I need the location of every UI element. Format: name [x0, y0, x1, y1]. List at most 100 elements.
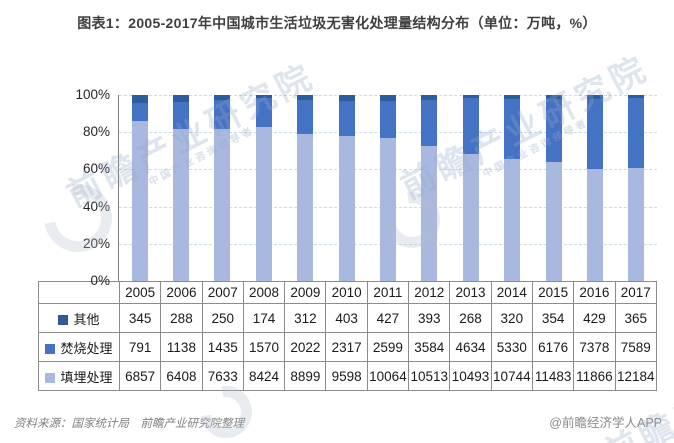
value-cell: 7633	[201, 361, 244, 391]
year-header-cell: 2016	[573, 281, 616, 304]
stacked-bar	[628, 95, 645, 281]
year-header-cell: 2013	[449, 281, 492, 304]
bar-column	[202, 95, 243, 281]
bar-column	[409, 95, 450, 281]
value-cell: 268	[449, 303, 492, 333]
value-cell: 365	[614, 303, 658, 333]
stacked-bar	[421, 95, 438, 281]
value-cell: 2317	[325, 332, 368, 362]
bar-segment-焚烧处理	[462, 98, 479, 155]
value-cell: 354	[531, 303, 575, 333]
value-cell: 1138	[160, 332, 203, 362]
bar-segment-填埋处理	[586, 168, 603, 281]
bar-segment-填埋处理	[131, 121, 148, 281]
bar-column	[450, 95, 491, 281]
bars	[119, 95, 657, 281]
bar-column	[533, 95, 574, 281]
y-tick-label: 80%	[82, 124, 110, 140]
bar-segment-其他	[421, 95, 438, 101]
bar-segment-焚烧处理	[545, 98, 562, 163]
credit-note: @前瞻经济学人APP	[549, 416, 662, 430]
bar-segment-填埋处理	[297, 133, 314, 281]
year-header-cell: 2014	[490, 281, 533, 304]
value-cell: 174	[242, 303, 286, 333]
bar-segment-填埋处理	[173, 128, 190, 281]
value-cell: 393	[408, 303, 451, 333]
value-cell: 4634	[449, 332, 492, 362]
year-header-cell: 2005	[118, 281, 162, 304]
bar-segment-焚烧处理	[421, 100, 438, 147]
bar-segment-其他	[504, 95, 521, 99]
bar-column	[492, 95, 533, 281]
value-cell: 312	[284, 303, 327, 333]
series-legend-cell: 其他	[38, 303, 120, 333]
stacked-bar	[545, 95, 562, 281]
value-cell: 320	[490, 303, 533, 333]
value-cell: 5330	[490, 332, 533, 362]
stacked-bar	[297, 95, 314, 281]
bar-segment-填埋处理	[545, 162, 562, 281]
value-cell: 10513	[408, 361, 451, 391]
data-table: 2005 2006 2007 2008 2009 2010 2011 2012 2013 2014…	[38, 281, 658, 391]
bar-segment-填埋处理	[628, 168, 645, 281]
series-row: 填埋处理 6857 6408 7633 8424 8899 9598 10064 10513 10…	[38, 361, 658, 391]
bar-column	[285, 95, 326, 281]
chart-area: 0% 20% 40% 60% 80% 100% 2005 2006 2007 2008 2009 2…	[38, 87, 658, 391]
year-header-cell: 2011	[366, 281, 410, 304]
stacked-bar	[586, 95, 603, 281]
legend-label: 其他	[73, 311, 100, 327]
legend-swatch	[58, 314, 69, 325]
value-cell: 7589	[614, 332, 658, 362]
y-tick-label: 60%	[82, 161, 110, 177]
stacked-bar	[214, 95, 231, 281]
bar-segment-焚烧处理	[628, 98, 645, 169]
bar-segment-焚烧处理	[131, 103, 148, 122]
bar-segment-其他	[297, 95, 314, 101]
legend-label: 焚烧处理	[60, 340, 113, 356]
value-cell: 6176	[531, 332, 575, 362]
plot-area: 0% 20% 40% 60% 80% 100%	[75, 87, 657, 288]
year-header-cell: 2006	[160, 281, 203, 304]
stacked-bar	[380, 95, 397, 281]
series-row: 焚烧处理 791 1138 1435 1570 2022 2317 2599 3584 4634 5…	[38, 332, 658, 362]
y-tick-label: 100%	[75, 87, 110, 102]
bar-segment-焚烧处理	[255, 98, 272, 127]
y-tick-label: 0%	[90, 273, 110, 288]
value-cell: 9598	[325, 361, 368, 391]
series-legend-cell: 焚烧处理	[38, 332, 120, 362]
y-tick-label: 20%	[82, 235, 110, 251]
legend-swatch	[45, 343, 56, 354]
value-cell: 288	[160, 303, 203, 333]
source-note: 资料来源：国家统计局 前瞻产业研究院整理	[14, 418, 244, 430]
legend-swatch	[45, 372, 56, 383]
stacked-bar	[338, 95, 355, 281]
bar-segment-填埋处理	[338, 136, 355, 281]
bar-segment-其他	[131, 95, 148, 104]
value-cell: 6857	[118, 361, 162, 391]
bar-segment-其他	[462, 95, 479, 99]
bar-segment-填埋处理	[255, 126, 272, 281]
bar-segment-填埋处理	[380, 137, 397, 281]
value-cell: 429	[573, 303, 616, 333]
bar-segment-其他	[173, 95, 190, 102]
bar-column	[574, 95, 615, 281]
value-cell: 2022	[284, 332, 327, 362]
value-cell: 1570	[242, 332, 286, 362]
y-tick-label: 40%	[82, 198, 110, 214]
legend-label: 填埋处理	[60, 369, 113, 385]
stacked-bar	[173, 95, 190, 281]
value-cell: 6408	[160, 361, 203, 391]
value-cell: 791	[118, 332, 162, 362]
series-row: 其他 345 288 250 174 312 403 427 393 268 320 354 429 36…	[38, 303, 658, 333]
year-header-cell: 2015	[531, 281, 575, 304]
bar-segment-焚烧处理	[380, 101, 397, 138]
value-cell: 403	[325, 303, 368, 333]
year-header-cell: 2008	[242, 281, 286, 304]
bar-segment-其他	[380, 95, 397, 102]
bar-segment-其他	[214, 95, 231, 100]
year-header-cell: 2012	[408, 281, 451, 304]
year-header-cell: 2007	[201, 281, 244, 304]
bar-segment-焚烧处理	[586, 99, 603, 169]
bar-column	[119, 95, 160, 281]
